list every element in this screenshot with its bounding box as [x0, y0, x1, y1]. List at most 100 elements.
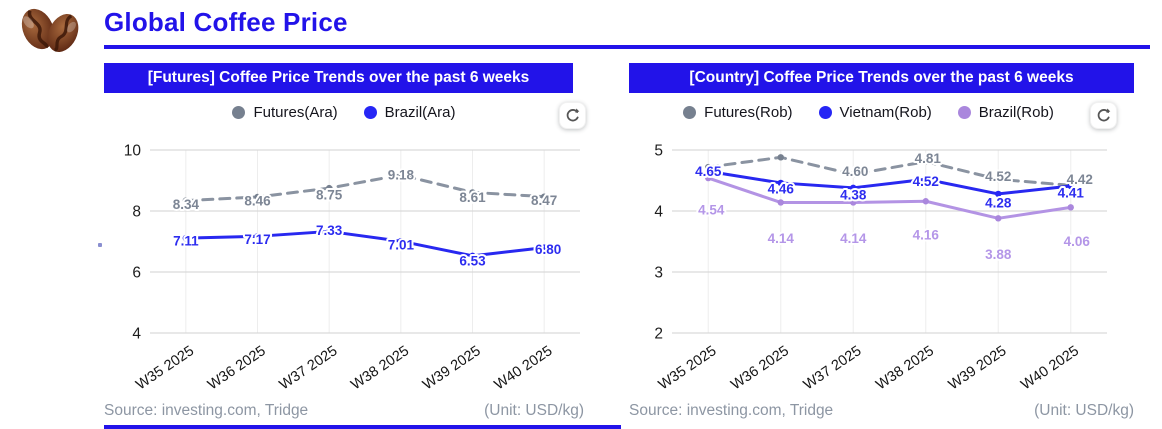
refresh-icon [566, 108, 580, 122]
data-point [777, 179, 784, 187]
legend-label: Futures(Ara) [253, 104, 338, 121]
value-label: 4.41 [1058, 185, 1085, 200]
x-tick-label: W37 2025 [801, 343, 865, 393]
legend-label: Futures(Rob) [704, 104, 793, 121]
x-tick-label: W39 2025 [420, 343, 484, 393]
data-point [995, 215, 1002, 222]
chart-legend: Futures(Rob) Vietnam(Rob) Brazil(Rob) [629, 104, 1134, 121]
y-tick-label: 4 [654, 204, 663, 221]
data-point [777, 154, 784, 161]
series-line [705, 168, 1074, 198]
country-chart-panel: [Country] Coffee Price Trends over the p… [629, 63, 1134, 423]
value-labels: 4.65 4.46 4.38 4.52 4.28 4.41 [693, 162, 1086, 213]
y-axis-title-stub [98, 243, 102, 247]
legend-item: Brazil(Rob) [957, 104, 1054, 121]
legend-item: Vietnam(Rob) [818, 104, 932, 121]
value-label: 8.47 [531, 193, 557, 208]
y-tick-label: 5 [654, 143, 663, 160]
y-axis-labels: 5 4 3 2 [654, 143, 663, 343]
y-tick-label: 2 [654, 326, 663, 343]
unit-text: (Unit: USD/kg) [1034, 402, 1134, 419]
data-point [705, 174, 712, 182]
series-line [182, 228, 548, 260]
value-label: 7.01 [388, 238, 415, 253]
value-label: 7.33 [316, 223, 343, 238]
value-label: 4.81 [915, 151, 942, 166]
data-point [1067, 204, 1074, 211]
x-tick-label: W35 2025 [656, 343, 720, 393]
data-point [325, 184, 333, 192]
series-line [705, 174, 1074, 222]
data-point [850, 199, 857, 206]
value-labels: 4.54 4.14 4.14 4.16 3.88 4.06 [696, 201, 1092, 264]
value-label: 8.46 [244, 193, 271, 208]
legend-label: Brazil(Ara) [384, 104, 456, 121]
value-label: 3.88 [985, 247, 1012, 262]
value-label: 7.11 [173, 234, 199, 249]
y-tick-label: 8 [132, 204, 141, 221]
value-label: 4.14 [840, 231, 867, 246]
refresh-icon [1097, 108, 1111, 122]
chart-legend: Futures(Ara) Brazil(Ara) [104, 104, 584, 121]
chart-title-bar: [Futures] Coffee Price Trends over the p… [104, 63, 573, 93]
value-label: 4.52 [913, 174, 939, 189]
y-tick-label: 4 [132, 326, 141, 343]
horizontal-gridlines [672, 149, 1107, 334]
data-point [469, 189, 476, 196]
refresh-button[interactable] [1090, 102, 1117, 129]
chart-title-bar: [Country] Coffee Price Trends over the p… [629, 63, 1134, 93]
legend-item: Brazil(Ara) [363, 104, 456, 121]
legend-dot-icon [818, 106, 832, 119]
refresh-button[interactable] [559, 102, 586, 129]
x-tick-label: W36 2025 [728, 343, 792, 393]
x-tick-label: W40 2025 [492, 343, 556, 393]
data-point [777, 199, 784, 206]
legend-dot-icon [363, 106, 377, 119]
x-tick-label: W38 2025 [348, 343, 412, 393]
value-labels: 4.60 4.81 4.52 4.42 [840, 149, 1095, 189]
next-section-bar [104, 425, 621, 429]
unit-text: (Unit: USD/kg) [484, 402, 584, 419]
page-title: Global Coffee Price [104, 7, 348, 37]
data-point [469, 252, 476, 260]
value-labels: 8.34 8.46 8.75 9.18 8.61 8.47 [171, 166, 560, 215]
value-label: 4.65 [695, 164, 722, 179]
value-label: 8.34 [173, 197, 200, 212]
y-tick-label: 6 [132, 265, 141, 282]
value-label: 6.53 [459, 253, 486, 268]
data-point [850, 171, 857, 178]
data-point [254, 193, 261, 201]
chart-footer: Source: investing.com, Tridge (Unit: USD… [629, 402, 1134, 420]
data-point [995, 176, 1002, 183]
y-axis-labels: 10 8 6 4 [124, 143, 142, 343]
chart-footer: Source: investing.com, Tridge (Unit: USD… [104, 402, 584, 420]
data-point [922, 198, 929, 205]
vertical-gridlines [707, 150, 1072, 333]
value-labels: 7.11 7.17 7.33 7.01 6.53 6.80 [171, 221, 563, 270]
legend-item: Futures(Ara) [232, 104, 338, 121]
source-text: Source: investing.com, Tridge [629, 402, 834, 419]
legend-dot-icon [683, 106, 697, 119]
x-tick-label: W36 2025 [205, 343, 269, 393]
value-label: 4.38 [840, 187, 867, 202]
value-label: 4.52 [985, 169, 1011, 184]
futures-chart-panel: [Futures] Coffee Price Trends over the p… [98, 63, 586, 423]
value-label: 8.75 [316, 188, 343, 203]
data-point [1067, 182, 1074, 190]
data-point [705, 168, 712, 175]
source-text: Source: investing.com, Tridge [104, 402, 309, 419]
data-point [995, 190, 1002, 198]
x-tick-label: W40 2025 [1018, 343, 1082, 393]
value-label: 4.60 [842, 164, 868, 179]
data-point [540, 193, 548, 200]
legend-label: Brazil(Rob) [978, 104, 1054, 121]
legend-dot-icon [232, 106, 246, 119]
value-label: 6.80 [535, 242, 561, 257]
data-point [540, 244, 548, 251]
data-point [397, 171, 405, 179]
value-label: 7.17 [244, 232, 270, 247]
x-tick-label: W37 2025 [277, 343, 341, 393]
